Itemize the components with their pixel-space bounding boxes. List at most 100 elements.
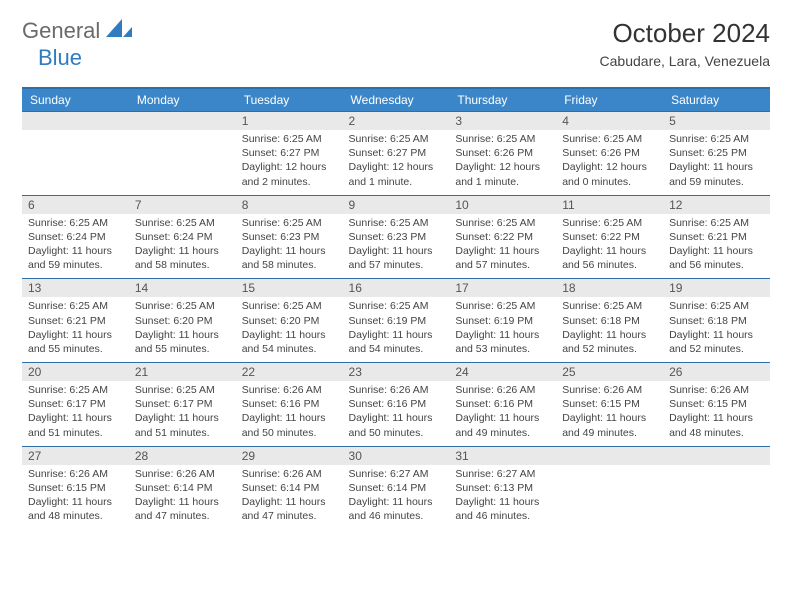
- calendar-day-cell: 9Sunrise: 6:25 AMSunset: 6:23 PMDaylight…: [343, 195, 450, 279]
- sunset-text: Sunset: 6:26 PM: [562, 146, 657, 160]
- day-details: Sunrise: 6:26 AMSunset: 6:16 PMDaylight:…: [449, 381, 556, 446]
- day-number: [663, 447, 770, 465]
- daylight-text: Daylight: 12 hours and 2 minutes.: [242, 160, 337, 188]
- day-details: Sunrise: 6:26 AMSunset: 6:15 PMDaylight:…: [22, 465, 129, 530]
- calendar-week-row: 1Sunrise: 6:25 AMSunset: 6:27 PMDaylight…: [22, 112, 770, 196]
- daylight-text: Daylight: 11 hours and 49 minutes.: [562, 411, 657, 439]
- day-details: Sunrise: 6:25 AMSunset: 6:26 PMDaylight:…: [449, 130, 556, 195]
- daylight-text: Daylight: 11 hours and 55 minutes.: [28, 328, 123, 356]
- calendar-day-cell: 4Sunrise: 6:25 AMSunset: 6:26 PMDaylight…: [556, 112, 663, 196]
- day-number: 12: [663, 196, 770, 214]
- sunrise-text: Sunrise: 6:26 AM: [135, 467, 230, 481]
- calendar-table: Sunday Monday Tuesday Wednesday Thursday…: [22, 87, 770, 529]
- day-details: [22, 130, 129, 188]
- calendar-day-cell: 15Sunrise: 6:25 AMSunset: 6:20 PMDayligh…: [236, 279, 343, 363]
- calendar-day-cell: 8Sunrise: 6:25 AMSunset: 6:23 PMDaylight…: [236, 195, 343, 279]
- sunset-text: Sunset: 6:15 PM: [669, 397, 764, 411]
- logo: General: [22, 18, 134, 44]
- day-number: 18: [556, 279, 663, 297]
- day-number: [22, 112, 129, 130]
- sunset-text: Sunset: 6:27 PM: [349, 146, 444, 160]
- day-number: 13: [22, 279, 129, 297]
- sunset-text: Sunset: 6:26 PM: [455, 146, 550, 160]
- day-number: 7: [129, 196, 236, 214]
- calendar-day-cell: 10Sunrise: 6:25 AMSunset: 6:22 PMDayligh…: [449, 195, 556, 279]
- calendar-day-cell: 2Sunrise: 6:25 AMSunset: 6:27 PMDaylight…: [343, 112, 450, 196]
- daylight-text: Daylight: 11 hours and 59 minutes.: [28, 244, 123, 272]
- calendar-day-cell: 30Sunrise: 6:27 AMSunset: 6:14 PMDayligh…: [343, 446, 450, 529]
- sunset-text: Sunset: 6:21 PM: [669, 230, 764, 244]
- sunrise-text: Sunrise: 6:25 AM: [669, 132, 764, 146]
- sunset-text: Sunset: 6:14 PM: [349, 481, 444, 495]
- day-number: 8: [236, 196, 343, 214]
- day-number: 3: [449, 112, 556, 130]
- day-number: 27: [22, 447, 129, 465]
- calendar-day-cell: 16Sunrise: 6:25 AMSunset: 6:19 PMDayligh…: [343, 279, 450, 363]
- day-details: [129, 130, 236, 188]
- daylight-text: Daylight: 11 hours and 52 minutes.: [562, 328, 657, 356]
- day-details: Sunrise: 6:26 AMSunset: 6:16 PMDaylight:…: [236, 381, 343, 446]
- sunset-text: Sunset: 6:16 PM: [242, 397, 337, 411]
- day-number: 1: [236, 112, 343, 130]
- sunset-text: Sunset: 6:15 PM: [28, 481, 123, 495]
- sunrise-text: Sunrise: 6:27 AM: [455, 467, 550, 481]
- day-details: Sunrise: 6:25 AMSunset: 6:26 PMDaylight:…: [556, 130, 663, 195]
- sunset-text: Sunset: 6:19 PM: [349, 314, 444, 328]
- day-details: Sunrise: 6:26 AMSunset: 6:15 PMDaylight:…: [663, 381, 770, 446]
- sunrise-text: Sunrise: 6:25 AM: [135, 299, 230, 313]
- day-number: [129, 112, 236, 130]
- sunrise-text: Sunrise: 6:26 AM: [455, 383, 550, 397]
- sunset-text: Sunset: 6:13 PM: [455, 481, 550, 495]
- sunrise-text: Sunrise: 6:26 AM: [242, 383, 337, 397]
- sunrise-text: Sunrise: 6:25 AM: [669, 216, 764, 230]
- sunrise-text: Sunrise: 6:25 AM: [562, 132, 657, 146]
- day-number: 24: [449, 363, 556, 381]
- daylight-text: Daylight: 11 hours and 51 minutes.: [28, 411, 123, 439]
- calendar-week-row: 20Sunrise: 6:25 AMSunset: 6:17 PMDayligh…: [22, 363, 770, 447]
- daylight-text: Daylight: 11 hours and 48 minutes.: [28, 495, 123, 523]
- day-details: Sunrise: 6:26 AMSunset: 6:14 PMDaylight:…: [236, 465, 343, 530]
- day-details: Sunrise: 6:25 AMSunset: 6:22 PMDaylight:…: [556, 214, 663, 279]
- day-details: [663, 465, 770, 523]
- day-details: Sunrise: 6:25 AMSunset: 6:19 PMDaylight:…: [343, 297, 450, 362]
- day-number: 31: [449, 447, 556, 465]
- sunset-text: Sunset: 6:14 PM: [135, 481, 230, 495]
- calendar-day-cell: 11Sunrise: 6:25 AMSunset: 6:22 PMDayligh…: [556, 195, 663, 279]
- sunset-text: Sunset: 6:18 PM: [562, 314, 657, 328]
- sunrise-text: Sunrise: 6:25 AM: [28, 216, 123, 230]
- sunset-text: Sunset: 6:20 PM: [135, 314, 230, 328]
- calendar-day-cell: 18Sunrise: 6:25 AMSunset: 6:18 PMDayligh…: [556, 279, 663, 363]
- calendar-day-cell: 31Sunrise: 6:27 AMSunset: 6:13 PMDayligh…: [449, 446, 556, 529]
- sunset-text: Sunset: 6:22 PM: [562, 230, 657, 244]
- calendar-day-cell: [22, 112, 129, 196]
- sunrise-text: Sunrise: 6:26 AM: [349, 383, 444, 397]
- sunrise-text: Sunrise: 6:26 AM: [669, 383, 764, 397]
- sunset-text: Sunset: 6:24 PM: [135, 230, 230, 244]
- sunrise-text: Sunrise: 6:25 AM: [455, 216, 550, 230]
- daylight-text: Daylight: 11 hours and 58 minutes.: [242, 244, 337, 272]
- daylight-text: Daylight: 11 hours and 53 minutes.: [455, 328, 550, 356]
- calendar-day-cell: [663, 446, 770, 529]
- calendar-day-cell: 14Sunrise: 6:25 AMSunset: 6:20 PMDayligh…: [129, 279, 236, 363]
- daylight-text: Daylight: 11 hours and 49 minutes.: [455, 411, 550, 439]
- sunrise-text: Sunrise: 6:25 AM: [242, 132, 337, 146]
- day-number: 15: [236, 279, 343, 297]
- daylight-text: Daylight: 11 hours and 54 minutes.: [349, 328, 444, 356]
- day-details: Sunrise: 6:25 AMSunset: 6:22 PMDaylight:…: [449, 214, 556, 279]
- day-number: 23: [343, 363, 450, 381]
- day-details: Sunrise: 6:25 AMSunset: 6:23 PMDaylight:…: [236, 214, 343, 279]
- day-number: 2: [343, 112, 450, 130]
- day-number: 9: [343, 196, 450, 214]
- day-details: Sunrise: 6:25 AMSunset: 6:27 PMDaylight:…: [343, 130, 450, 195]
- sunrise-text: Sunrise: 6:25 AM: [349, 132, 444, 146]
- day-details: Sunrise: 6:25 AMSunset: 6:20 PMDaylight:…: [129, 297, 236, 362]
- sunset-text: Sunset: 6:22 PM: [455, 230, 550, 244]
- calendar-day-cell: 19Sunrise: 6:25 AMSunset: 6:18 PMDayligh…: [663, 279, 770, 363]
- daylight-text: Daylight: 11 hours and 47 minutes.: [242, 495, 337, 523]
- sunset-text: Sunset: 6:14 PM: [242, 481, 337, 495]
- day-number: 11: [556, 196, 663, 214]
- sunrise-text: Sunrise: 6:25 AM: [135, 216, 230, 230]
- daylight-text: Daylight: 12 hours and 1 minute.: [349, 160, 444, 188]
- calendar-day-cell: 3Sunrise: 6:25 AMSunset: 6:26 PMDaylight…: [449, 112, 556, 196]
- calendar-week-row: 27Sunrise: 6:26 AMSunset: 6:15 PMDayligh…: [22, 446, 770, 529]
